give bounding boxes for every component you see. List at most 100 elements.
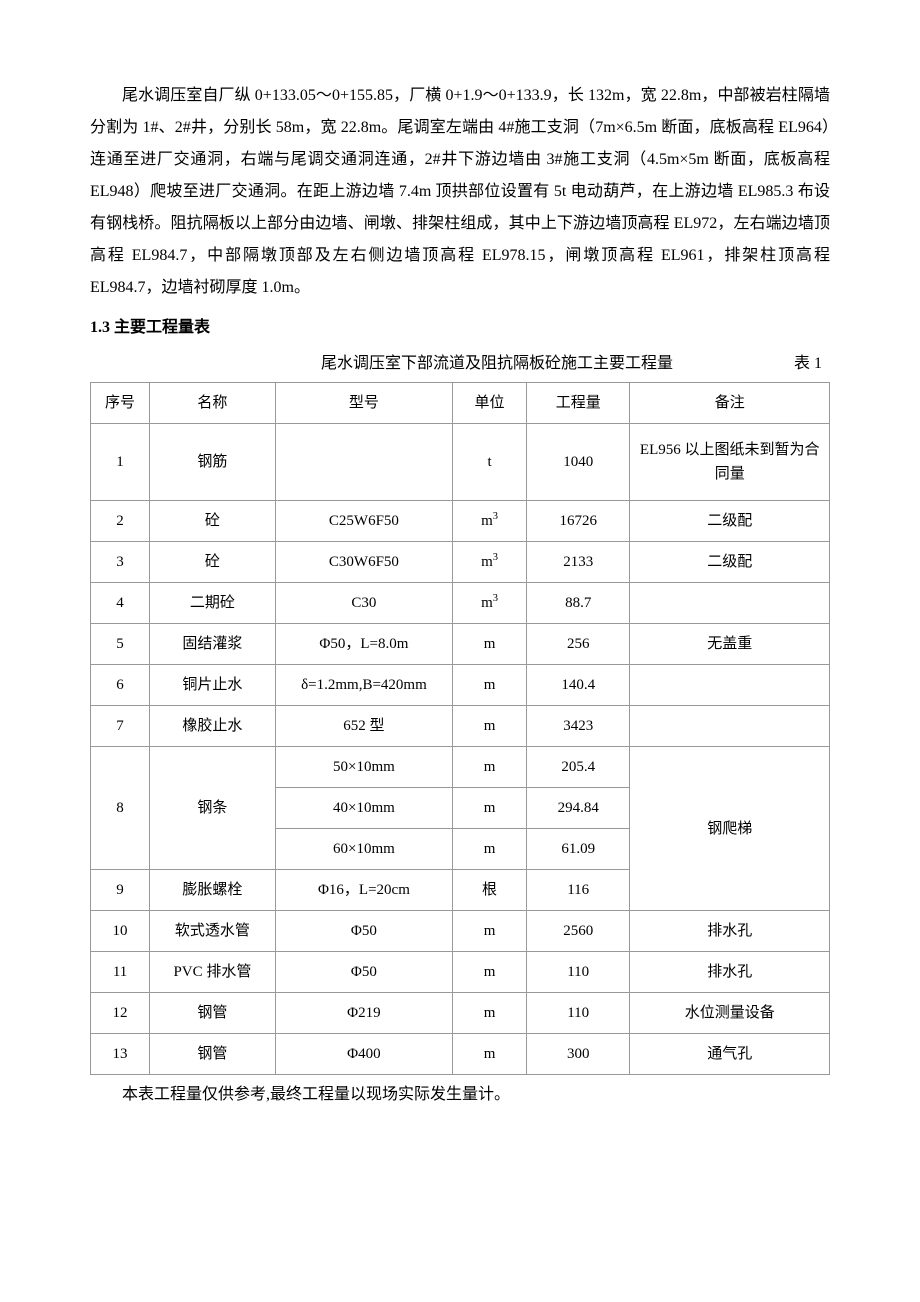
- cell-name: 砼: [150, 542, 276, 583]
- cell-seq: 9: [91, 870, 150, 911]
- th-seq: 序号: [91, 383, 150, 424]
- cell-model: Φ50: [275, 911, 452, 952]
- cell-unit: m: [453, 747, 527, 788]
- cell-name: 橡胶止水: [150, 706, 276, 747]
- cell-remark: [630, 706, 830, 747]
- cell-name: 铜片止水: [150, 665, 276, 706]
- cell-model: Φ16，L=20cm: [275, 870, 452, 911]
- cell-qty: 110: [526, 952, 629, 993]
- table-row: 10软式透水管Φ50m2560排水孔: [91, 911, 830, 952]
- table-footnote: 本表工程量仅供参考,最终工程量以现场实际发生量计。: [90, 1079, 830, 1111]
- cell-model: 50×10mm: [275, 747, 452, 788]
- table-row: 1钢筋 t1040EL956 以上图纸未到暂为合同量: [91, 424, 830, 501]
- cell-seq: 10: [91, 911, 150, 952]
- cell-seq: 3: [91, 542, 150, 583]
- table-title: 尾水调压室下部流道及阻抗隔板砼施工主要工程量: [90, 348, 794, 380]
- cell-unit: 根: [453, 870, 527, 911]
- cell-seq: 11: [91, 952, 150, 993]
- cell-seq: 6: [91, 665, 150, 706]
- cell-remark: 二级配: [630, 542, 830, 583]
- cell-unit: m: [453, 952, 527, 993]
- table-row: 2砼C25W6F50m316726二级配: [91, 501, 830, 542]
- table-row: 12钢管Φ219m110水位测量设备: [91, 993, 830, 1034]
- cell-model: [275, 424, 452, 501]
- th-model: 型号: [275, 383, 452, 424]
- cell-unit: m3: [453, 542, 527, 583]
- cell-unit: m: [453, 993, 527, 1034]
- cell-qty: 116: [526, 870, 629, 911]
- cell-name: 钢管: [150, 993, 276, 1034]
- cell-qty: 3423: [526, 706, 629, 747]
- cell-name: 砼: [150, 501, 276, 542]
- cell-name: 膨胀螺栓: [150, 870, 276, 911]
- table-row: 4二期砼C30m388.7: [91, 583, 830, 624]
- th-unit: 单位: [453, 383, 527, 424]
- cell-seq: 13: [91, 1034, 150, 1075]
- cell-remark: 排水孔: [630, 911, 830, 952]
- table-row: 13钢管Φ400m300通气孔: [91, 1034, 830, 1075]
- table-row: 11PVC 排水管Φ50m110排水孔: [91, 952, 830, 993]
- th-name: 名称: [150, 383, 276, 424]
- cell-seq: 2: [91, 501, 150, 542]
- cell-remark: [630, 583, 830, 624]
- cell-unit: t: [453, 424, 527, 501]
- cell-unit: m: [453, 706, 527, 747]
- cell-unit: m: [453, 788, 527, 829]
- cell-remark: EL956 以上图纸未到暂为合同量: [630, 424, 830, 501]
- cell-seq: 12: [91, 993, 150, 1034]
- table-row: 3砼C30W6F50m32133二级配: [91, 542, 830, 583]
- cell-seq: 5: [91, 624, 150, 665]
- cell-remark: 二级配: [630, 501, 830, 542]
- cell-model: C30: [275, 583, 452, 624]
- cell-name: PVC 排水管: [150, 952, 276, 993]
- cell-seq: 7: [91, 706, 150, 747]
- th-qty: 工程量: [526, 383, 629, 424]
- cell-unit: m: [453, 624, 527, 665]
- cell-remark: [630, 665, 830, 706]
- cell-unit: m3: [453, 583, 527, 624]
- cell-remark: 水位测量设备: [630, 993, 830, 1034]
- cell-name: 固结灌浆: [150, 624, 276, 665]
- cell-model: δ=1.2mm,B=420mm: [275, 665, 452, 706]
- cell-model: 40×10mm: [275, 788, 452, 829]
- cell-unit: m3: [453, 501, 527, 542]
- table-row: 7橡胶止水652 型m3423: [91, 706, 830, 747]
- cell-name: 钢条: [150, 747, 276, 870]
- cell-seq: 4: [91, 583, 150, 624]
- body-paragraph: 尾水调压室自厂纵 0+133.05～0+155.85，厂横 0+1.9～0+13…: [90, 80, 830, 304]
- table-number-label: 表 1: [794, 348, 822, 380]
- cell-model: Φ50，L=8.0m: [275, 624, 452, 665]
- cell-qty: 61.09: [526, 829, 629, 870]
- cell-qty: 88.7: [526, 583, 629, 624]
- cell-qty: 16726: [526, 501, 629, 542]
- cell-seq: 1: [91, 424, 150, 501]
- cell-qty: 140.4: [526, 665, 629, 706]
- cell-unit: m: [453, 911, 527, 952]
- th-remark: 备注: [630, 383, 830, 424]
- section-heading: 1.3 主要工程量表: [90, 312, 830, 344]
- cell-unit: m: [453, 1034, 527, 1075]
- cell-qty: 294.84: [526, 788, 629, 829]
- table-caption-row: 尾水调压室下部流道及阻抗隔板砼施工主要工程量 表 1: [90, 348, 830, 380]
- cell-qty: 110: [526, 993, 629, 1034]
- cell-name: 二期砼: [150, 583, 276, 624]
- cell-qty: 256: [526, 624, 629, 665]
- cell-name: 钢筋: [150, 424, 276, 501]
- cell-model: 652 型: [275, 706, 452, 747]
- cell-qty: 2133: [526, 542, 629, 583]
- cell-remark: 无盖重: [630, 624, 830, 665]
- table-row: 6铜片止水δ=1.2mm,B=420mmm140.4: [91, 665, 830, 706]
- cell-unit: m: [453, 665, 527, 706]
- cell-model: 60×10mm: [275, 829, 452, 870]
- cell-name: 钢管: [150, 1034, 276, 1075]
- table-row: 8钢条50×10mmm205.4钢爬梯: [91, 747, 830, 788]
- cell-name: 软式透水管: [150, 911, 276, 952]
- cell-qty: 1040: [526, 424, 629, 501]
- table-header-row: 序号 名称 型号 单位 工程量 备注: [91, 383, 830, 424]
- cell-qty: 2560: [526, 911, 629, 952]
- cell-remark: 通气孔: [630, 1034, 830, 1075]
- cell-qty: 300: [526, 1034, 629, 1075]
- cell-model: Φ50: [275, 952, 452, 993]
- cell-remark: 钢爬梯: [630, 747, 830, 911]
- cell-model: C30W6F50: [275, 542, 452, 583]
